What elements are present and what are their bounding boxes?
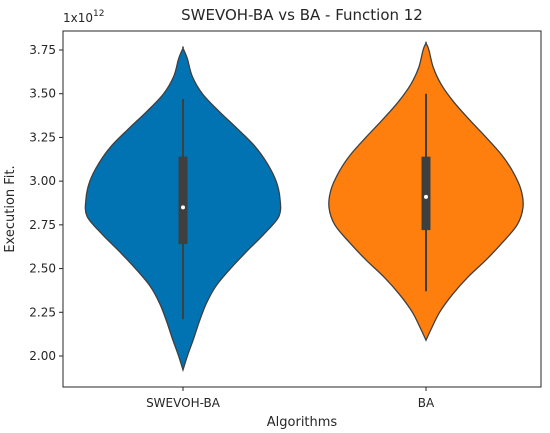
plot-area-frame bbox=[62, 30, 542, 388]
y-tick-label: 3.75 bbox=[29, 43, 56, 57]
y-tick-label: 2.25 bbox=[29, 305, 56, 319]
y-tick-label: 3.50 bbox=[29, 87, 56, 101]
y-tick-label: 2.75 bbox=[29, 218, 56, 232]
y-tick-label: 2.50 bbox=[29, 262, 56, 276]
y-tick-label: 3.25 bbox=[29, 130, 56, 144]
violin-median-point bbox=[181, 205, 185, 210]
y-tick-label: 3.00 bbox=[29, 174, 56, 188]
violin-iqr-box bbox=[178, 156, 188, 245]
violin-median-point bbox=[424, 194, 428, 199]
y-multiplier-exponent: 12 bbox=[93, 9, 104, 19]
violin-iqr-box bbox=[421, 156, 431, 231]
y-axis-label: Execution Fit. bbox=[3, 165, 18, 252]
x-axis: SWEVOH-BA BA bbox=[146, 387, 435, 410]
violins-layer bbox=[84, 41, 524, 373]
x-tick-label: BA bbox=[418, 396, 435, 410]
x-axis-label: Algorithms bbox=[267, 415, 338, 430]
y-axis: 2.00 2.25 2.50 2.75 3.00 3.25 3.50 3.75 bbox=[29, 43, 63, 363]
y-multiplier-base: 1x10 bbox=[63, 11, 93, 25]
chart-title: SWEVOH-BA vs BA - Function 12 bbox=[181, 6, 423, 24]
y-multiplier: 1x1012 bbox=[63, 9, 104, 25]
x-tick-label: SWEVOH-BA bbox=[146, 396, 221, 410]
y-tick-label: 2.00 bbox=[29, 349, 56, 363]
